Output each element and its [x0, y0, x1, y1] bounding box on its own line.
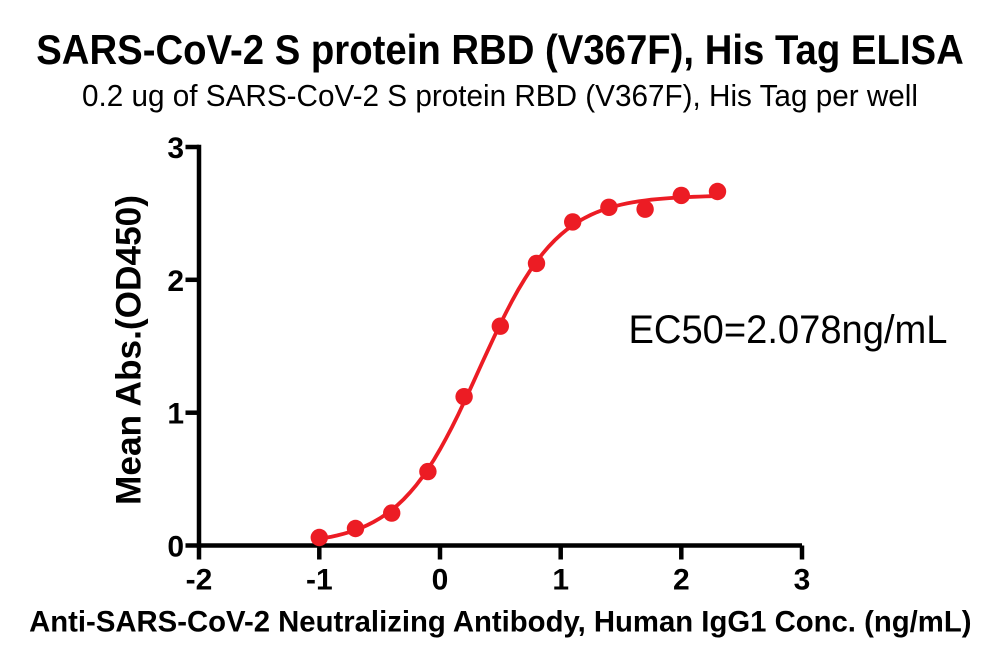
svg-text:0: 0 — [167, 531, 184, 564]
svg-text:Anti-SARS-CoV-2 Neutralizing A: Anti-SARS-CoV-2 Neutralizing Antibody, H… — [29, 606, 971, 639]
svg-text:1: 1 — [167, 398, 184, 431]
svg-text:0.2 ug of SARS-CoV-2 S protein: 0.2 ug of SARS-CoV-2 S protein RBD (V367… — [82, 79, 918, 113]
svg-text:3: 3 — [167, 132, 184, 165]
svg-text:Mean Abs.(OD450): Mean Abs.(OD450) — [110, 195, 149, 505]
svg-text:2: 2 — [673, 564, 690, 597]
svg-text:1: 1 — [552, 564, 569, 597]
svg-text:-2: -2 — [186, 564, 213, 597]
svg-text:3: 3 — [794, 564, 811, 597]
svg-text:SARS-CoV-2 S protein RBD (V367: SARS-CoV-2 S protein RBD (V367F), His Ta… — [36, 26, 964, 73]
svg-text:0: 0 — [432, 564, 449, 597]
svg-text:2: 2 — [167, 265, 184, 298]
svg-text:EC50=2.078ng/mL: EC50=2.078ng/mL — [629, 308, 948, 352]
svg-text:-1: -1 — [306, 564, 333, 597]
